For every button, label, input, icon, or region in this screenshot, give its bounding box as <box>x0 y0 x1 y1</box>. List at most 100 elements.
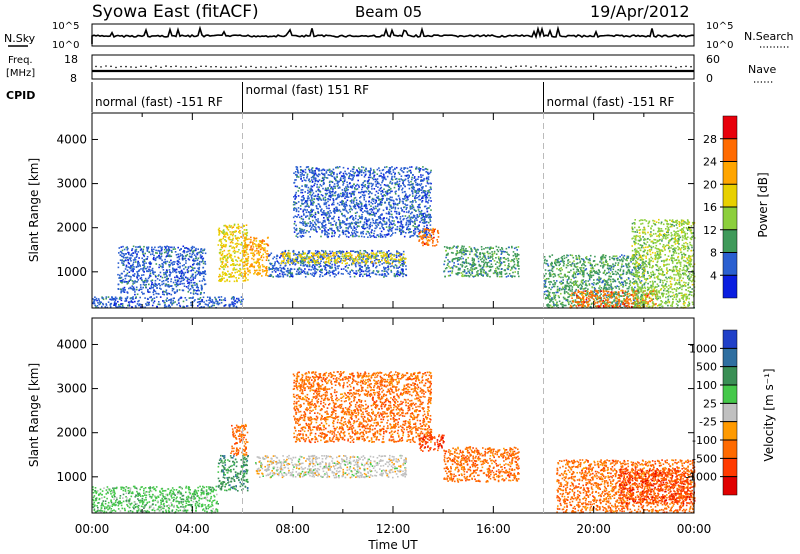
range-cell <box>120 246 123 248</box>
range-cell <box>181 256 184 259</box>
range-cell <box>328 204 330 207</box>
range-cell <box>301 260 303 262</box>
range-cell <box>347 212 349 214</box>
range-cell <box>297 170 299 172</box>
range-cell <box>165 299 168 301</box>
range-cell <box>394 193 397 195</box>
range-cell <box>341 189 344 191</box>
range-cell <box>319 253 322 256</box>
range-cell <box>388 203 390 206</box>
range-cell <box>299 171 302 174</box>
range-cell <box>127 304 129 307</box>
range-cell <box>258 269 261 272</box>
range-cell <box>190 304 192 306</box>
nave-point <box>440 66 442 69</box>
range-cell <box>365 167 367 170</box>
range-cell <box>398 173 401 175</box>
range-cell <box>389 259 392 262</box>
range-cell <box>366 258 368 261</box>
range-cell <box>316 195 319 198</box>
range-cell <box>422 166 424 168</box>
nave-point <box>215 65 217 68</box>
range-cell <box>295 259 298 261</box>
range-cell <box>198 301 200 303</box>
range-cell <box>352 258 354 260</box>
range-cell <box>355 228 357 231</box>
range-cell <box>274 271 277 273</box>
range-cell <box>142 274 145 276</box>
range-cell <box>412 225 414 227</box>
range-cell <box>140 288 143 291</box>
range-cell <box>253 243 256 245</box>
range-cell <box>378 208 381 210</box>
range-cell <box>371 261 374 264</box>
range-cell <box>398 213 400 215</box>
nave-point <box>650 66 652 68</box>
range-cell <box>388 167 391 169</box>
range-cell <box>253 261 256 264</box>
range-cell <box>336 176 338 178</box>
range-cell <box>495 257 497 259</box>
range-cell <box>421 201 423 203</box>
range-cell <box>286 259 288 262</box>
range-cell <box>183 268 185 270</box>
range-cell <box>265 273 267 275</box>
range-cell <box>200 272 202 274</box>
range-cell <box>321 254 323 256</box>
range-cell <box>293 196 295 198</box>
range-cell <box>295 166 298 168</box>
range-cell <box>371 188 373 190</box>
range-cell <box>379 250 381 253</box>
range-cell <box>406 167 409 170</box>
range-cell <box>277 275 279 278</box>
range-cell <box>221 275 223 278</box>
range-cell <box>308 169 311 172</box>
range-cell <box>154 290 157 293</box>
range-cell <box>318 169 320 172</box>
freq-tick-high: 18 <box>64 53 78 66</box>
range-cell <box>382 209 385 212</box>
range-cell <box>411 187 414 190</box>
range-cell <box>186 271 189 273</box>
range-cell <box>129 266 131 269</box>
range-cell <box>309 191 312 194</box>
range-cell <box>409 201 412 203</box>
range-cell <box>317 220 319 222</box>
range-cell <box>359 252 361 254</box>
range-cell <box>222 271 224 273</box>
range-cell <box>428 215 431 218</box>
range-cell <box>311 266 314 269</box>
range-cell <box>262 253 264 256</box>
range-cell <box>176 290 178 293</box>
range-cell <box>251 249 254 252</box>
range-cell <box>190 292 192 294</box>
range-cell <box>282 253 284 255</box>
range-cell <box>385 270 387 272</box>
range-cell <box>333 192 336 194</box>
range-cell <box>290 275 293 277</box>
nsky-label: N.Sky <box>4 32 36 45</box>
range-cell <box>226 274 228 276</box>
range-cell <box>227 250 230 252</box>
range-cell <box>193 300 196 302</box>
range-cell <box>201 299 204 301</box>
range-cell <box>392 169 395 171</box>
range-cell <box>258 240 261 242</box>
range-cell <box>121 303 124 305</box>
range-cell <box>371 260 374 263</box>
range-cell <box>101 305 103 308</box>
range-cell <box>263 270 266 272</box>
range-cell <box>227 270 229 273</box>
range-cell <box>347 230 349 233</box>
range-cell <box>158 274 160 276</box>
range-cell <box>356 204 359 207</box>
nave-point <box>400 66 402 69</box>
range-cell <box>368 232 370 235</box>
range-cell <box>199 271 202 274</box>
range-cell <box>436 241 439 243</box>
range-cell <box>255 243 257 246</box>
range-cell <box>396 212 398 215</box>
range-cell <box>247 273 249 276</box>
range-cell <box>325 226 327 229</box>
range-cell <box>400 233 402 236</box>
